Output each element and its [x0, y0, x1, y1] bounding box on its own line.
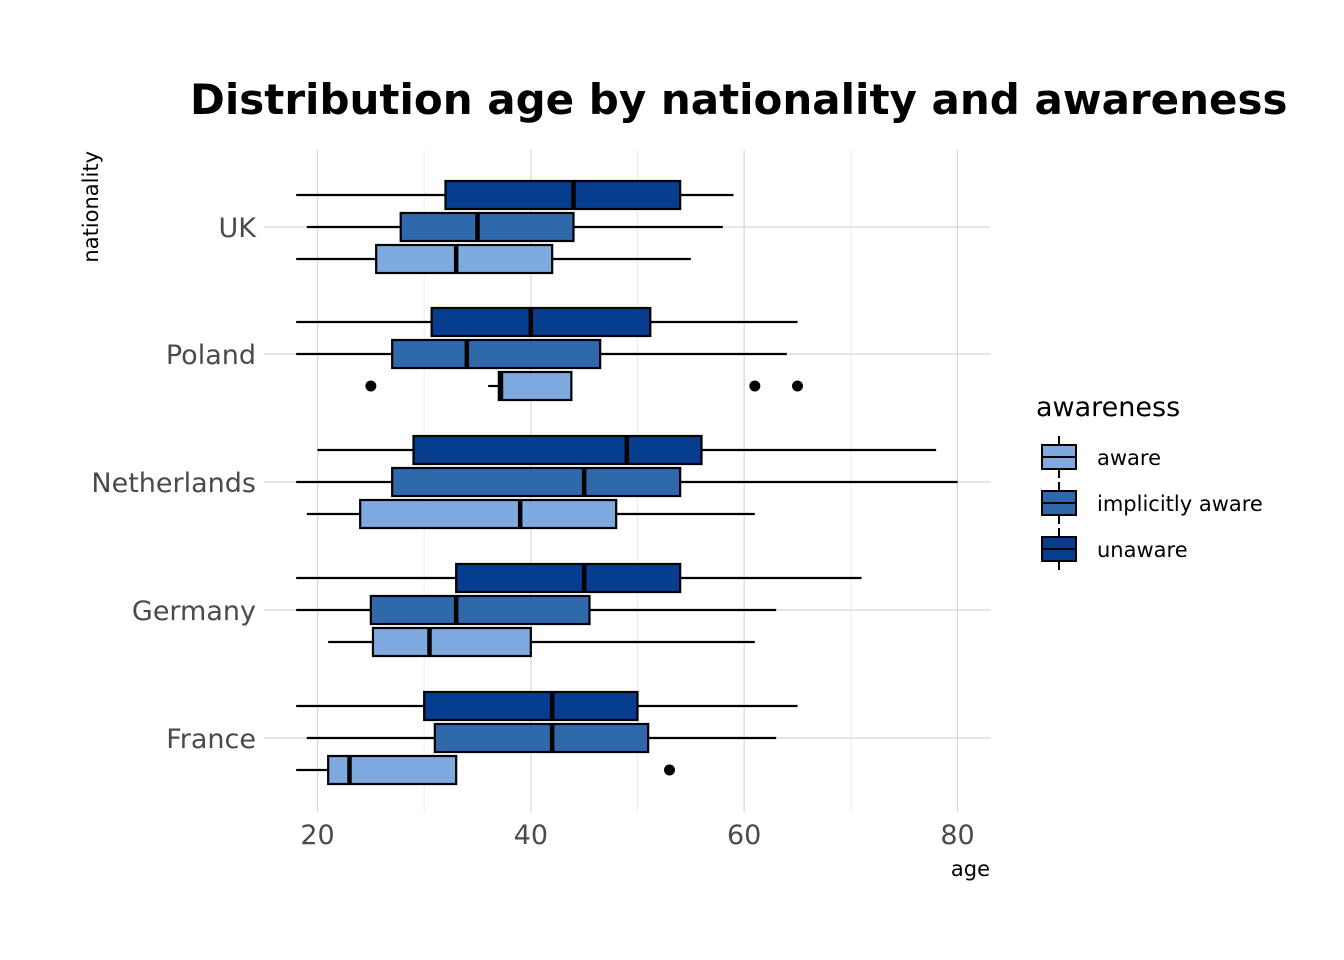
outlier-point — [749, 380, 761, 392]
box-unaware-germany — [296, 562, 862, 594]
box-implicitly-aware-poland — [296, 338, 787, 370]
chart-title: Distribution age by nationality and awar… — [190, 75, 1288, 124]
legend-item-aware: aware — [1041, 436, 1161, 478]
x-tick-label: 40 — [514, 820, 548, 851]
x-tick-label: 20 — [300, 820, 334, 851]
legend: awareness aware implicitly aware unaware — [1036, 392, 1263, 570]
category-label: Poland — [166, 340, 256, 371]
box-implicitly-aware-netherlands — [296, 466, 958, 498]
box-aware-france — [296, 754, 675, 786]
outlier-point — [664, 764, 675, 776]
box-implicitly-aware-uk — [306, 211, 723, 243]
y-tick-labels: France Germany Netherlands Poland UK — [91, 213, 257, 755]
box-unaware-france — [296, 690, 798, 722]
box — [497, 370, 573, 402]
legend-label: unaware — [1097, 538, 1188, 562]
box — [391, 338, 602, 370]
legend-item-unaware: unaware — [1041, 528, 1188, 570]
box-aware-germany — [328, 626, 755, 658]
boxes — [296, 179, 958, 786]
box — [375, 243, 554, 275]
category-label: UK — [219, 213, 258, 244]
box — [369, 594, 591, 626]
legend-label: aware — [1097, 446, 1161, 470]
box — [371, 626, 532, 658]
box-implicitly-aware-france — [306, 722, 777, 754]
legend-item-implicitly-aware: implicitly aware — [1041, 482, 1263, 524]
category-label: France — [166, 724, 256, 755]
box-unaware-uk — [296, 179, 734, 211]
outlier-point — [365, 380, 377, 392]
legend-label: implicitly aware — [1097, 492, 1263, 516]
x-tick-label: 80 — [940, 820, 974, 851]
box — [423, 690, 639, 722]
outlier-point — [792, 380, 803, 392]
x-tick-labels: 20 40 60 80 — [300, 820, 974, 851]
y-axis-title: nationality — [79, 151, 103, 263]
x-tick-label: 60 — [727, 820, 761, 851]
box-aware-uk — [296, 243, 691, 275]
box — [430, 306, 652, 338]
box — [391, 466, 682, 498]
box — [455, 562, 682, 594]
box — [412, 434, 703, 466]
box — [399, 211, 575, 243]
box — [359, 498, 618, 530]
box-implicitly-aware-germany — [296, 594, 777, 626]
box — [433, 722, 650, 754]
box-aware-netherlands — [306, 498, 755, 530]
box-unaware-poland — [296, 306, 798, 338]
category-label: Netherlands — [91, 468, 256, 499]
box-aware-poland — [365, 370, 803, 402]
box-unaware-netherlands — [317, 434, 937, 466]
box — [444, 179, 682, 211]
x-axis-title: age — [951, 857, 990, 881]
category-label: Germany — [132, 596, 256, 627]
legend-title: awareness — [1036, 392, 1180, 423]
